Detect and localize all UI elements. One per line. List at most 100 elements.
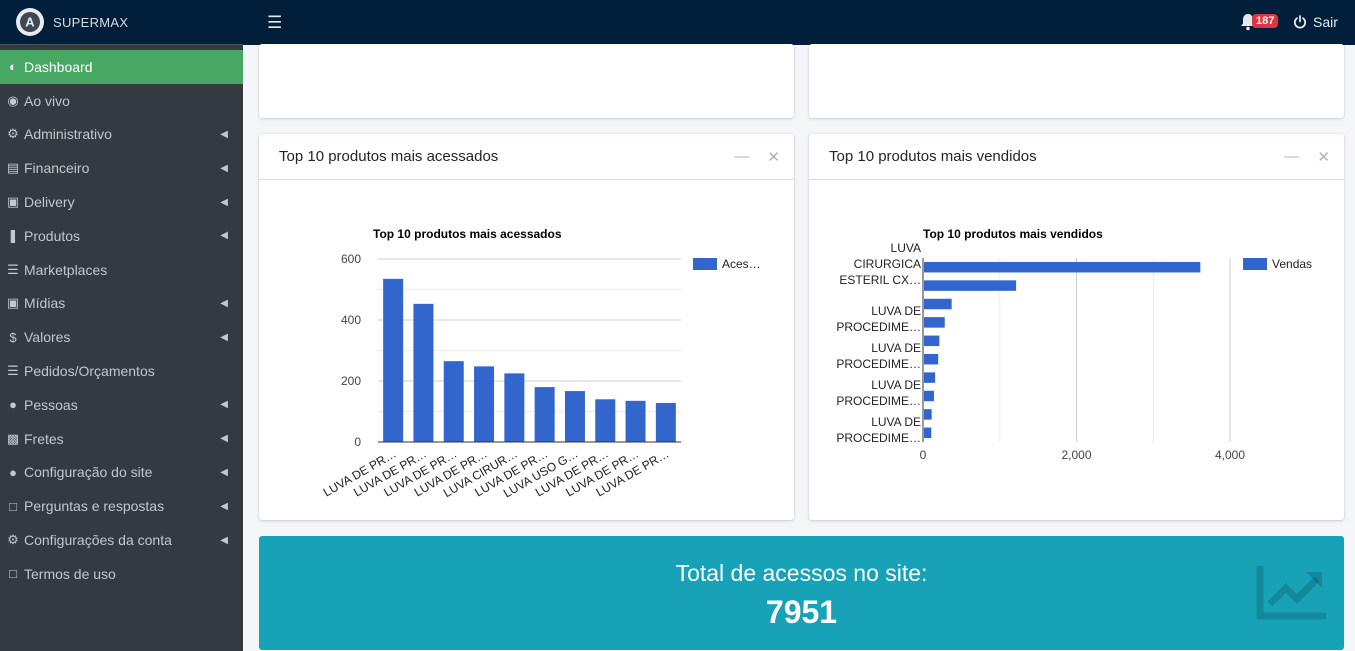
brand[interactable]: A SUPERMAX — [0, 0, 243, 45]
total-access-box: Total de acessos no site: 7951 — [259, 536, 1344, 650]
accessed-products-card: Top 10 produtos mais acessados — ✕ Top 1… — [259, 134, 794, 520]
gears-icon: ⚙ — [7, 126, 19, 142]
list-icon: ☰ — [7, 363, 19, 379]
chevron-left-icon: ◀ — [220, 297, 228, 309]
y-tick-label: 200 — [341, 374, 361, 388]
chevron-left-icon: ◀ — [220, 500, 228, 512]
chart-line-icon — [1256, 564, 1328, 625]
y-tick-label: PROCEDIME… — [836, 394, 921, 408]
sidebar-item-label: Configuração do site — [24, 464, 153, 481]
notification-badge[interactable]: 187 — [1252, 14, 1279, 28]
bar — [924, 317, 945, 328]
bar — [655, 402, 676, 442]
bar — [924, 280, 1017, 291]
y-tick-label: LUVA DE — [871, 378, 921, 392]
sidebar-item-administrativo[interactable]: ⚙ Administrativo ◀ — [0, 118, 243, 152]
legend-swatch — [1243, 258, 1267, 270]
bar — [564, 391, 585, 442]
sidebar-item-label: Termos de uso — [24, 565, 116, 582]
bar — [924, 335, 940, 347]
sidebar: A SUPERMAX ◐ Dashboard ◉ Ao vivo ⚙ Administra… — [0, 0, 243, 651]
sold-chart: Top 10 produtos mais vendidos 0 2,000 4,000… — [809, 180, 1344, 525]
chevron-left-icon: ◀ — [220, 331, 228, 343]
copy-icon: □ — [9, 566, 17, 582]
total-access-value: 7951 — [765, 594, 838, 630]
bar — [625, 400, 646, 442]
sidebar-item-configura-o-do-site[interactable]: ● Configuração do site ◀ — [0, 456, 243, 490]
truck-icon: ▩ — [6, 430, 20, 446]
sidebar-item-perguntas-e-respostas[interactable]: □ Perguntas e respostas ◀ — [0, 489, 243, 523]
logout-label: Sair — [1313, 14, 1338, 30]
close-icon[interactable]: ✕ — [767, 149, 780, 166]
bar — [474, 366, 495, 442]
y-tick-label: PROCEDIME… — [836, 320, 921, 334]
copy-icon: □ — [9, 498, 17, 514]
sidebar-item-fretes[interactable]: ▩ Fretes ◀ — [0, 422, 243, 456]
sidebar-item-label: Mídias — [24, 295, 66, 312]
sidebar-item-label: Ao vivo — [24, 92, 70, 109]
bar — [413, 303, 434, 442]
x-tick-label: 4,000 — [1215, 448, 1245, 462]
top-card-left — [259, 44, 794, 118]
sidebar-item-label: Produtos — [24, 227, 81, 244]
chevron-left-icon: ◀ — [220, 466, 228, 478]
chevron-left-icon: ◀ — [220, 399, 228, 411]
minimize-icon[interactable]: — — [1284, 148, 1300, 165]
sidebar-item-label: Fretes — [24, 430, 64, 447]
tachometer-icon: ◐ — [9, 59, 17, 75]
sidebar-item-label: Administrativo — [24, 126, 112, 143]
accessed-chart-svg: Top 10 produtos mais acessados 0 200 400 600… — [321, 227, 761, 501]
sidebar-item-marketplaces[interactable]: ☰ Marketplaces — [0, 253, 243, 287]
sidebar-item-dashboard[interactable]: ◐ Dashboard — [0, 50, 243, 84]
brand-logo-icon: A — [20, 12, 40, 32]
sidebar-item-configura-es-da-conta[interactable]: ⚙ Configurações da conta ◀ — [0, 523, 243, 557]
sidebar-item-pessoas[interactable]: ● Pessoas ◀ — [0, 388, 243, 422]
chevron-left-icon: ◀ — [220, 230, 228, 242]
chevron-left-icon: ◀ — [220, 196, 228, 208]
sidebar-nav: ◐ Dashboard ◉ Ao vivo ⚙ Administrativo ◀ ▤ Finan… — [0, 50, 243, 591]
y-tick-label: 400 — [341, 313, 361, 327]
y-tick-label: CIRURGICA — [854, 257, 921, 271]
chevron-left-icon: ◀ — [220, 433, 228, 445]
sidebar-item-produtos[interactable]: ❚ Produtos ◀ — [0, 219, 243, 253]
chart-title: Top 10 produtos mais acessados — [373, 227, 562, 241]
accessed-chart: Top 10 produtos mais acessados 0 200 400 600… — [259, 180, 794, 525]
logout-button[interactable]: Sair — [1293, 14, 1338, 30]
sidebar-item-valores[interactable]: $ Valores ◀ — [0, 320, 243, 354]
sidebar-item-m-dias[interactable]: ▣ Mídias ◀ — [0, 287, 243, 321]
sidebar-item-label: Perguntas e respostas — [24, 498, 165, 515]
sidebar-item-financeiro[interactable]: ▤ Financeiro ◀ — [0, 151, 243, 185]
sidebar-item-delivery[interactable]: ▣ Delivery ◀ — [0, 185, 243, 219]
bell-icon[interactable] — [1239, 13, 1257, 35]
money-bill-icon: ▤ — [6, 160, 20, 176]
bag-icon: ▣ — [6, 194, 20, 210]
brand-name: SUPERMAX — [53, 14, 129, 30]
x-tick-label: 0 — [920, 448, 927, 462]
y-tick-label: 600 — [341, 252, 361, 266]
menu-toggle-icon[interactable]: ☰ — [267, 13, 283, 32]
eye-icon: ◉ — [7, 92, 19, 108]
legend-swatch — [693, 258, 717, 270]
brand-logo: A — [16, 8, 44, 36]
minimize-icon[interactable]: — — [734, 148, 750, 165]
sold-chart-svg: Top 10 produtos mais vendidos 0 2,000 4,000… — [836, 227, 1312, 462]
card-title: Top 10 produtos mais vendidos — [829, 148, 1037, 165]
images-icon: ▣ — [6, 295, 20, 311]
sidebar-item-termos-de-uso[interactable]: □ Termos de uso — [0, 557, 243, 591]
y-tick-label: LUVA DE — [871, 415, 921, 429]
bar — [924, 261, 1201, 273]
globe-icon: ● — [9, 464, 17, 480]
close-icon[interactable]: ✕ — [1317, 149, 1330, 166]
y-tick-label: 0 — [354, 435, 361, 449]
sidebar-item-label: Valores — [24, 329, 71, 346]
topbar: ☰ 187 Sair — [243, 0, 1355, 45]
sidebar-item-ao-vivo[interactable]: ◉ Ao vivo — [0, 84, 243, 118]
bar — [924, 427, 932, 439]
power-icon — [1293, 15, 1307, 29]
card-header: Top 10 produtos mais acessados — ✕ — [259, 134, 794, 180]
sidebar-item-pedidos-or-amentos[interactable]: ☰ Pedidos/Orçamentos — [0, 354, 243, 388]
bar — [924, 409, 932, 420]
sidebar-item-label: Marketplaces — [24, 261, 108, 278]
y-tick-label: PROCEDIME… — [836, 357, 921, 371]
y-tick-label: PROCEDIME… — [836, 431, 921, 445]
